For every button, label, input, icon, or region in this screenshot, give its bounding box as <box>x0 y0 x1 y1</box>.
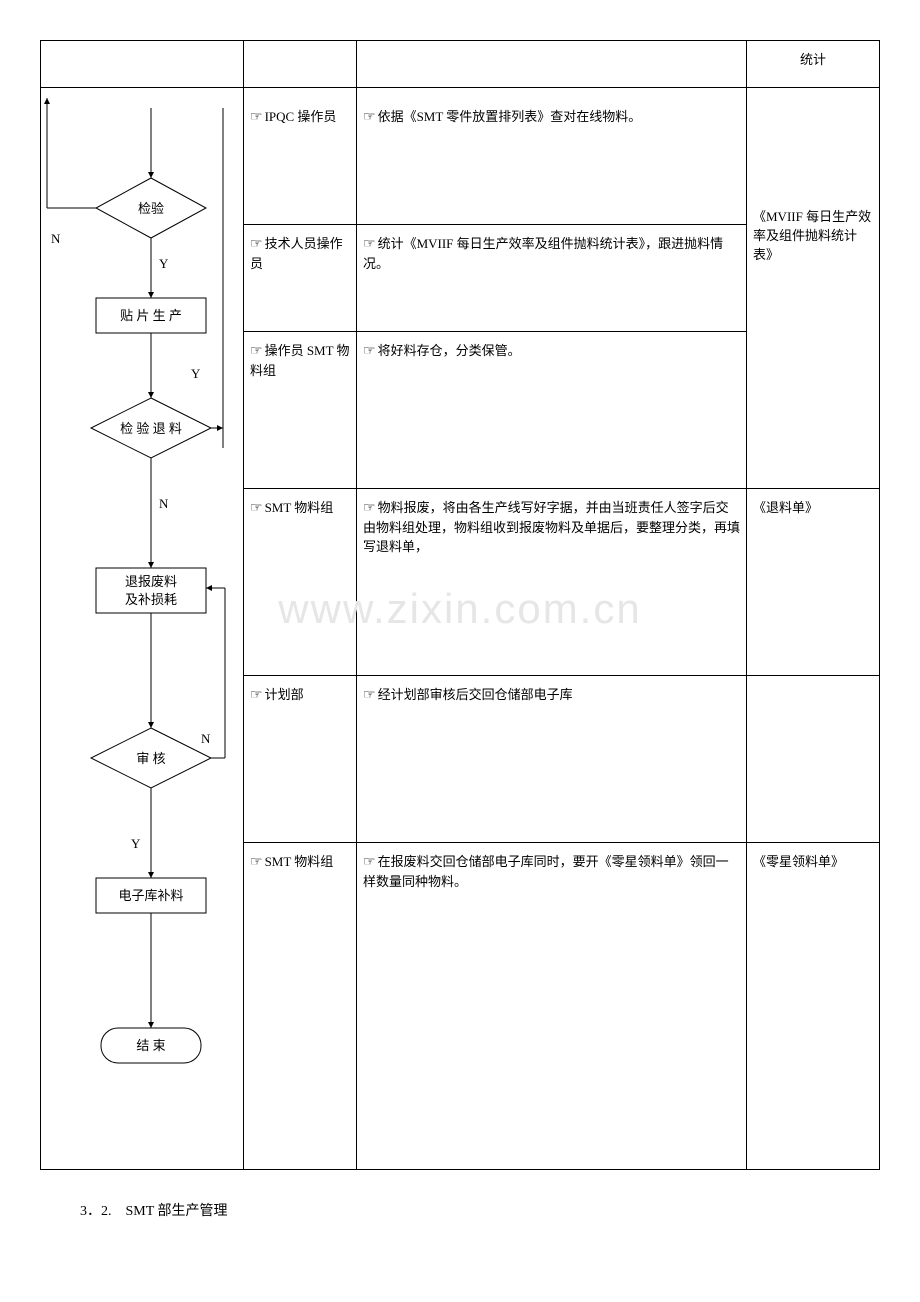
node-scrap-l2: 及补损耗 <box>125 592 177 607</box>
desc-5: 在报废料交回仓储部电子库同时，要开《零星领料单》领回一样数量同种物料。 <box>363 854 729 889</box>
node-scrap-l1: 退报废料 <box>125 574 177 589</box>
node-elec: 电子库补料 <box>118 888 183 903</box>
label-y2: Y <box>191 366 201 381</box>
label-n3: N <box>201 731 211 746</box>
doc-4 <box>747 676 880 843</box>
node-ret: 检 验 退 料 <box>120 421 182 436</box>
bullet-icon: ☞ <box>250 344 263 359</box>
bullet-icon: ☞ <box>363 110 376 125</box>
node-audit: 审 核 <box>136 751 165 766</box>
hdr-col4: 统计 <box>747 41 880 88</box>
desc-0: 依据《SMT 零件放置排列表》查对在线物料。 <box>378 109 642 124</box>
who-4: 计划部 <box>265 687 304 702</box>
label-n1: N <box>51 231 61 246</box>
flowchart: N 检验 Y 贴 片 生 产 <box>41 88 231 1138</box>
bullet-icon: ☞ <box>250 110 263 125</box>
bullet-icon: ☞ <box>363 501 376 516</box>
bullet-icon: ☞ <box>363 688 376 703</box>
doc-5: 《零星领料单》 <box>747 843 880 1170</box>
desc-2: 将好料存仓，分类保管。 <box>378 343 521 358</box>
who-1: 技术人员操作员 <box>250 236 343 271</box>
bullet-icon: ☞ <box>250 501 263 516</box>
node-prod: 贴 片 生 产 <box>120 308 182 323</box>
bullet-icon: ☞ <box>363 237 376 252</box>
main-table: 统计 N <box>40 40 880 1170</box>
bullet-icon: ☞ <box>250 237 263 252</box>
bullet-icon: ☞ <box>363 344 376 359</box>
label-y1: Y <box>159 256 169 271</box>
desc-1: 统计《MVIIF 每日生产效率及组件抛料统计表》，跟进抛料情况。 <box>363 236 723 271</box>
doc-3: 《退料单》 <box>747 489 880 676</box>
desc-3: 物料报废，将由各生产线写好字据，并由当班责任人签字后交由物料组处理，物料组收到报… <box>363 500 740 554</box>
label-y3: Y <box>131 836 141 851</box>
bullet-icon: ☞ <box>363 855 376 870</box>
bullet-icon: ☞ <box>250 855 263 870</box>
bullet-icon: ☞ <box>250 688 263 703</box>
who-5: SMT 物料组 <box>265 854 334 869</box>
node-end: 结 束 <box>136 1038 165 1053</box>
doc-1: 《MVIIF 每日生产效率及组件抛料统计表》 <box>753 206 873 263</box>
footer-heading: 3．2. SMT 部生产管理 <box>80 1200 880 1220</box>
node-check: 检验 <box>138 201 164 216</box>
who-3: SMT 物料组 <box>265 500 334 515</box>
label-n2: N <box>159 496 169 511</box>
desc-4: 经计划部审核后交回仓储部电子库 <box>378 687 573 702</box>
who-0: IPQC 操作员 <box>265 109 337 124</box>
who-2: 操作员 SMT 物料组 <box>250 343 350 378</box>
